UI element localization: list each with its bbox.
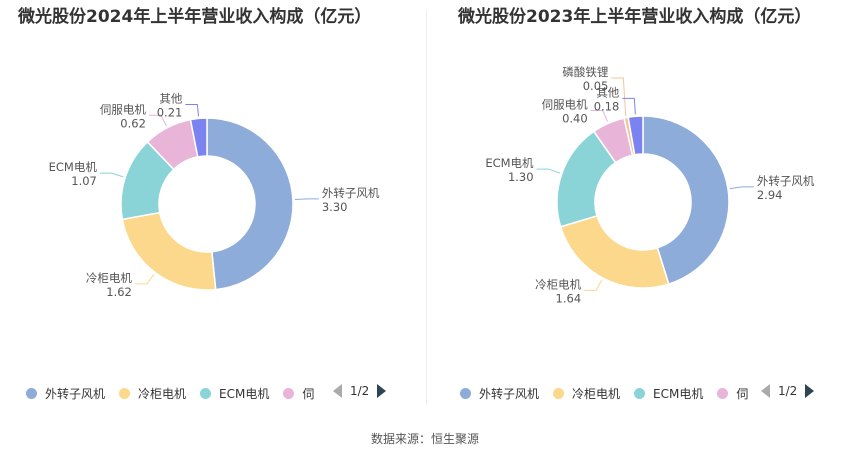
- legend-swatch: [283, 387, 295, 399]
- pager-text: 1/2: [778, 384, 798, 398]
- slice-value-label: 1.30: [508, 170, 534, 184]
- label-leader-line: [99, 172, 124, 178]
- legend-label: 外转子风机: [45, 386, 106, 401]
- data-source-note: 数据来源：恒生聚源: [370, 432, 479, 446]
- donut-slice[interactable]: [627, 115, 644, 156]
- slice-category-label: 其他: [159, 91, 182, 105]
- slice-value-label: 0.18: [594, 99, 620, 113]
- label-leader-line: [294, 198, 319, 201]
- slice-category-label: ECM电机: [49, 160, 98, 174]
- legend-label: 冷柜电机: [572, 386, 621, 401]
- legend-pager: 1/2: [761, 384, 815, 398]
- slice-value-label: 0.62: [120, 116, 146, 130]
- pager-prev-icon[interactable]: [333, 384, 342, 398]
- legend-item[interactable]: 伺: [717, 385, 748, 402]
- pager-text: 1/2: [350, 384, 370, 398]
- pager-next-icon[interactable]: [377, 384, 387, 398]
- slice-value-label: 0.05: [583, 79, 609, 93]
- label-leader-line: [185, 103, 199, 117]
- label-leader-line: [134, 274, 155, 285]
- slice-category-label: ECM电机: [485, 156, 534, 170]
- label-leader-line: [584, 279, 603, 291]
- legend-swatch: [119, 387, 131, 399]
- pager-next-icon[interactable]: [805, 384, 815, 398]
- slice-category-label: 外转子风机: [757, 174, 815, 188]
- legend-item[interactable]: 外转子风机: [460, 385, 539, 402]
- chart-title: 微光股份2023年上半年营业收入构成（亿元）: [458, 7, 812, 27]
- slice-category-label: 外转子风机: [322, 186, 380, 200]
- legend-swatch: [634, 387, 646, 399]
- chart-panel-2023: 微光股份2023年上半年营业收入构成（亿元） 外转子风机 2.94 冷柜电机 1.64…: [425, 0, 850, 420]
- pager-prev-icon[interactable]: [761, 384, 770, 398]
- chart-title: 微光股份2024年上半年营业收入构成（亿元）: [18, 7, 372, 27]
- donut-chart-2023: 外转子风机2.94冷柜电机1.64ECM电机1.30伺服电机0.40磷酸铁锂0.…: [485, 65, 815, 305]
- donut-slice[interactable]: [121, 211, 217, 291]
- legend-label: ECM电机: [219, 386, 270, 401]
- slice-value-label: 0.21: [157, 105, 183, 119]
- slice-value-label: 0.40: [562, 111, 588, 125]
- panel-divider: [426, 10, 427, 405]
- legend-item[interactable]: 外转子风机: [26, 385, 105, 402]
- label-leader-line: [590, 109, 608, 122]
- slice-value-label: 2.94: [757, 188, 783, 202]
- label-leader-line: [536, 168, 561, 174]
- legend-label: 冷柜电机: [138, 386, 187, 401]
- legend-swatch: [200, 387, 212, 399]
- legend-label: ECM电机: [653, 386, 704, 401]
- legend-item[interactable]: 冷柜电机: [553, 385, 620, 402]
- slice-value-label: 1.07: [71, 174, 97, 188]
- slice-value-label: 1.64: [556, 291, 582, 305]
- chart-legend: 外转子风机 冷柜电机 ECM电机 伺: [26, 383, 328, 403]
- chart-panel-2024: 微光股份2024年上半年营业收入构成（亿元） 外转子风机 3.30 冷柜电机 1.62…: [0, 0, 425, 420]
- slice-value-label: 3.30: [322, 200, 348, 214]
- donut-slice[interactable]: [642, 115, 730, 285]
- legend-swatch: [26, 387, 37, 399]
- legend-item[interactable]: 冷柜电机: [119, 385, 186, 402]
- slice-category-label: 其他: [596, 85, 619, 99]
- slice-category-label: 伺服电机: [542, 97, 588, 111]
- legend-swatch: [553, 387, 565, 399]
- legend-item[interactable]: ECM电机: [200, 385, 269, 402]
- slice-category-label: 伺服电机: [100, 102, 146, 116]
- legend-label: 伺: [302, 386, 315, 401]
- legend-label: 外转子风机: [479, 386, 540, 401]
- slice-value-label: 1.62: [106, 285, 132, 299]
- legend-swatch: [460, 387, 471, 399]
- label-leader-line: [729, 186, 754, 190]
- slice-category-label: 磷酸铁锂: [562, 65, 608, 79]
- legend-pager: 1/2: [333, 384, 387, 398]
- donut-slice[interactable]: [206, 117, 294, 291]
- chart-legend: 外转子风机 冷柜电机 ECM电机 伺: [460, 383, 762, 403]
- legend-item[interactable]: ECM电机: [634, 385, 703, 402]
- legend-item[interactable]: 伺: [283, 385, 314, 402]
- label-leader-line: [622, 97, 636, 115]
- label-leader-line: [611, 77, 627, 116]
- legend-swatch: [717, 387, 729, 399]
- slice-category-label: 冷柜电机: [535, 277, 581, 291]
- donut-slice[interactable]: [189, 117, 208, 158]
- label-leader-line: [148, 114, 167, 127]
- legend-label: 伺: [736, 386, 749, 401]
- slice-category-label: 冷柜电机: [86, 271, 132, 285]
